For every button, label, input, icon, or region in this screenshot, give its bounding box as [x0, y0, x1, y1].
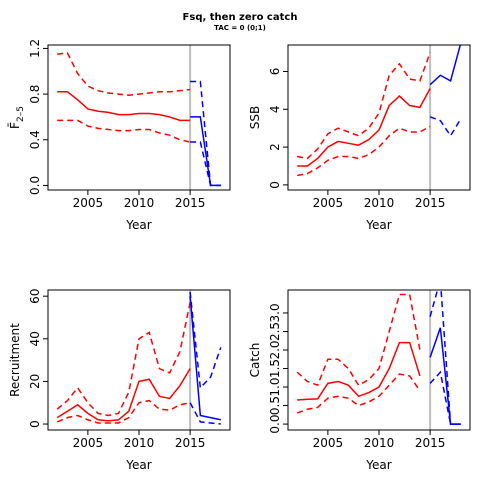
series-line — [190, 141, 221, 187]
x-tick-label: 2010 — [124, 196, 155, 210]
x-tick-label: 2015 — [175, 436, 206, 450]
series-line — [297, 341, 421, 401]
y-tick-label: 2 — [268, 143, 282, 151]
y-tick-label: 2.0 — [268, 340, 282, 359]
series-line — [190, 80, 221, 187]
y-tick-label: 0 — [28, 420, 42, 428]
plot-area — [57, 52, 221, 187]
y-tick-label: 4 — [268, 105, 282, 113]
y-axis-label: Catch — [248, 343, 262, 378]
x-tick-label: 2005 — [313, 436, 344, 450]
y-axis-label-main: Catch — [248, 343, 262, 378]
series-line — [189, 402, 221, 425]
series-line — [429, 290, 461, 425]
series-line — [57, 52, 191, 96]
plot-frame — [287, 44, 471, 191]
x-tick-label: 2010 — [364, 196, 395, 210]
x-tick-label: 2005 — [313, 196, 344, 210]
x-tick-label: 2010 — [364, 436, 395, 450]
y-axis-label-main: F̄ — [8, 122, 22, 129]
series-line — [189, 296, 221, 421]
series-line — [56, 368, 191, 422]
figure-subtitle: TAC = 0 (0;1) — [214, 24, 266, 32]
plot-frame — [287, 289, 471, 431]
series-line — [297, 88, 431, 167]
plot-frame — [47, 289, 231, 431]
y-tick-label: 0.5 — [268, 396, 282, 415]
plot-area — [297, 45, 462, 177]
x-tick-label: 2015 — [175, 196, 206, 210]
y-axis-label-sub: 2–5 — [16, 106, 26, 122]
y-axis-label: Recruitment — [8, 323, 22, 397]
series-line — [297, 52, 431, 160]
y-tick-label: 0 — [268, 181, 282, 189]
series-line — [56, 302, 191, 417]
y-tick-label: 20 — [28, 374, 42, 389]
series-line — [429, 45, 462, 86]
series-line — [296, 373, 421, 414]
x-tick-label: 2015 — [415, 196, 446, 210]
series-line — [429, 370, 461, 425]
y-tick-label: 1.2 — [28, 39, 42, 58]
plot-frame — [47, 44, 231, 191]
series-line — [57, 119, 191, 143]
y-tick-label: 1.5 — [268, 359, 282, 378]
x-tick-label: 2005 — [73, 436, 104, 450]
figure-title: Fsq, then zero catch — [183, 12, 298, 23]
x-axis-label: Year — [365, 218, 391, 232]
y-axis-label-main: SSB — [248, 106, 262, 129]
y-axis-label-main: Recruitment — [8, 323, 22, 397]
series-line — [189, 291, 222, 390]
y-tick-label: 60 — [28, 289, 42, 304]
x-axis-label: Year — [125, 218, 151, 232]
series-line — [56, 399, 191, 424]
y-tick-label: 1.0 — [268, 377, 282, 396]
y-tick-label: 0.0 — [268, 415, 282, 434]
y-axis-label: SSB — [248, 106, 262, 129]
plot-area — [296, 290, 461, 425]
x-tick-label: 2010 — [124, 436, 155, 450]
plot-area — [56, 291, 222, 425]
x-axis-label: Year — [365, 458, 391, 472]
x-axis-label: Year — [125, 458, 151, 472]
x-tick-label: 2015 — [415, 436, 446, 450]
y-tick-label: 2.5 — [268, 322, 282, 341]
y-tick-label: 6 — [268, 68, 282, 76]
x-tick-label: 2005 — [73, 196, 104, 210]
y-tick-label: 0.8 — [28, 85, 42, 104]
panel: 2005 2010 2015 0 2 4 6 Year SSB — [248, 44, 471, 232]
panel: 2005 2010 2015 0.0 0.4 0.8 1.2 Year F̄2–5 — [8, 39, 231, 232]
y-tick-label: 0.0 — [28, 176, 42, 195]
panel: 2005 2010 2015 0.00.51.01.52.02.53.0 Year Cat… — [248, 289, 471, 472]
series-line — [57, 91, 191, 122]
series-line — [297, 125, 431, 177]
y-tick-label: 40 — [28, 331, 42, 346]
series-line — [296, 293, 421, 387]
y-axis-label: F̄2–5 — [8, 106, 26, 129]
panel: 2005 2010 2015 0 20 40 60 Year Recruitment — [8, 289, 231, 472]
series-line — [429, 116, 462, 138]
y-tick-label: 0.4 — [28, 130, 42, 149]
y-tick-label: 3.0 — [268, 303, 282, 322]
series-line — [190, 116, 221, 187]
